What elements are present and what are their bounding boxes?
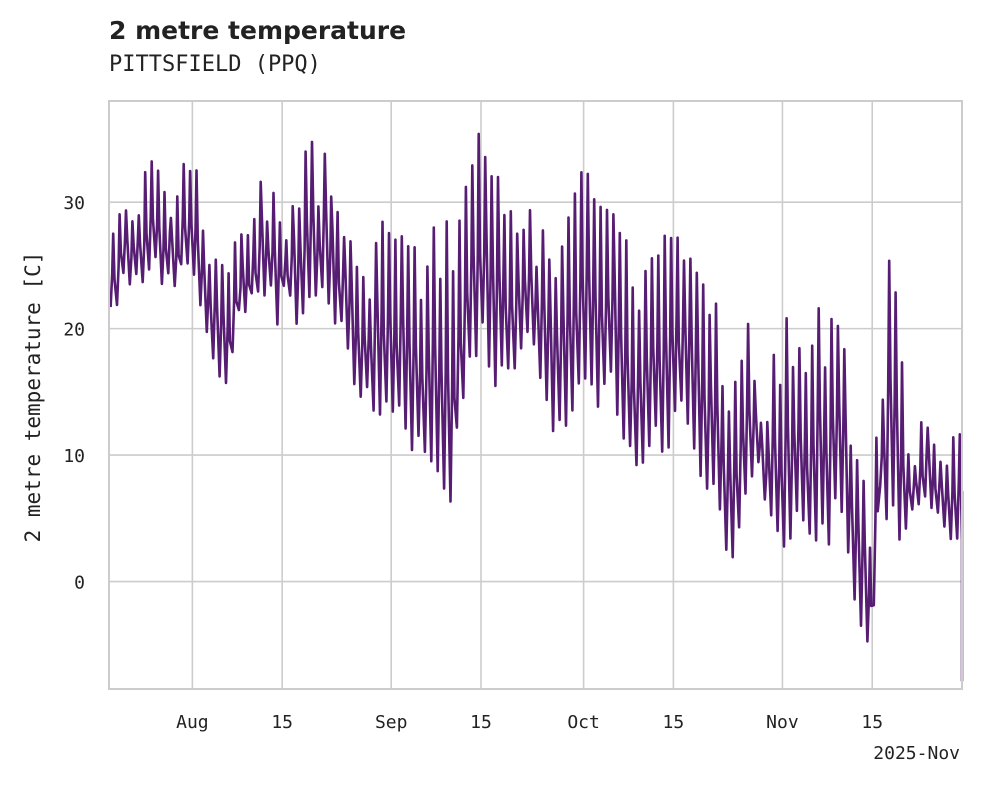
y-tick-label: 30 xyxy=(63,193,85,214)
x-tick-label: Oct xyxy=(567,712,600,733)
y-tick-label: 0 xyxy=(74,573,85,594)
x-tick-label: Nov xyxy=(766,712,799,733)
x-tick-label: 15 xyxy=(663,712,685,733)
temperature-series-line xyxy=(109,132,964,682)
y-tick-label: 20 xyxy=(63,320,85,341)
grid-lines xyxy=(109,101,962,689)
plot-frame xyxy=(108,100,963,690)
x-tick-label: 15 xyxy=(861,712,883,733)
x-tick-label: 15 xyxy=(470,712,492,733)
chart-title: 2 metre temperature xyxy=(109,16,407,45)
x-offset-label: 2025-Nov xyxy=(873,743,960,764)
tick-labels: 0 10 20 30 Aug 15 Sep 15 Oct 15 Nov 15 xyxy=(63,193,883,733)
x-tick-label: Aug xyxy=(176,712,209,733)
y-axis-label: 2 metre temperature [C] xyxy=(21,252,45,543)
x-tick-label: Sep xyxy=(375,712,408,733)
chart-subtitle: PITTSFIELD (PPQ) xyxy=(109,52,321,77)
x-tick-label: 15 xyxy=(271,712,293,733)
y-tick-label: 10 xyxy=(63,446,85,467)
